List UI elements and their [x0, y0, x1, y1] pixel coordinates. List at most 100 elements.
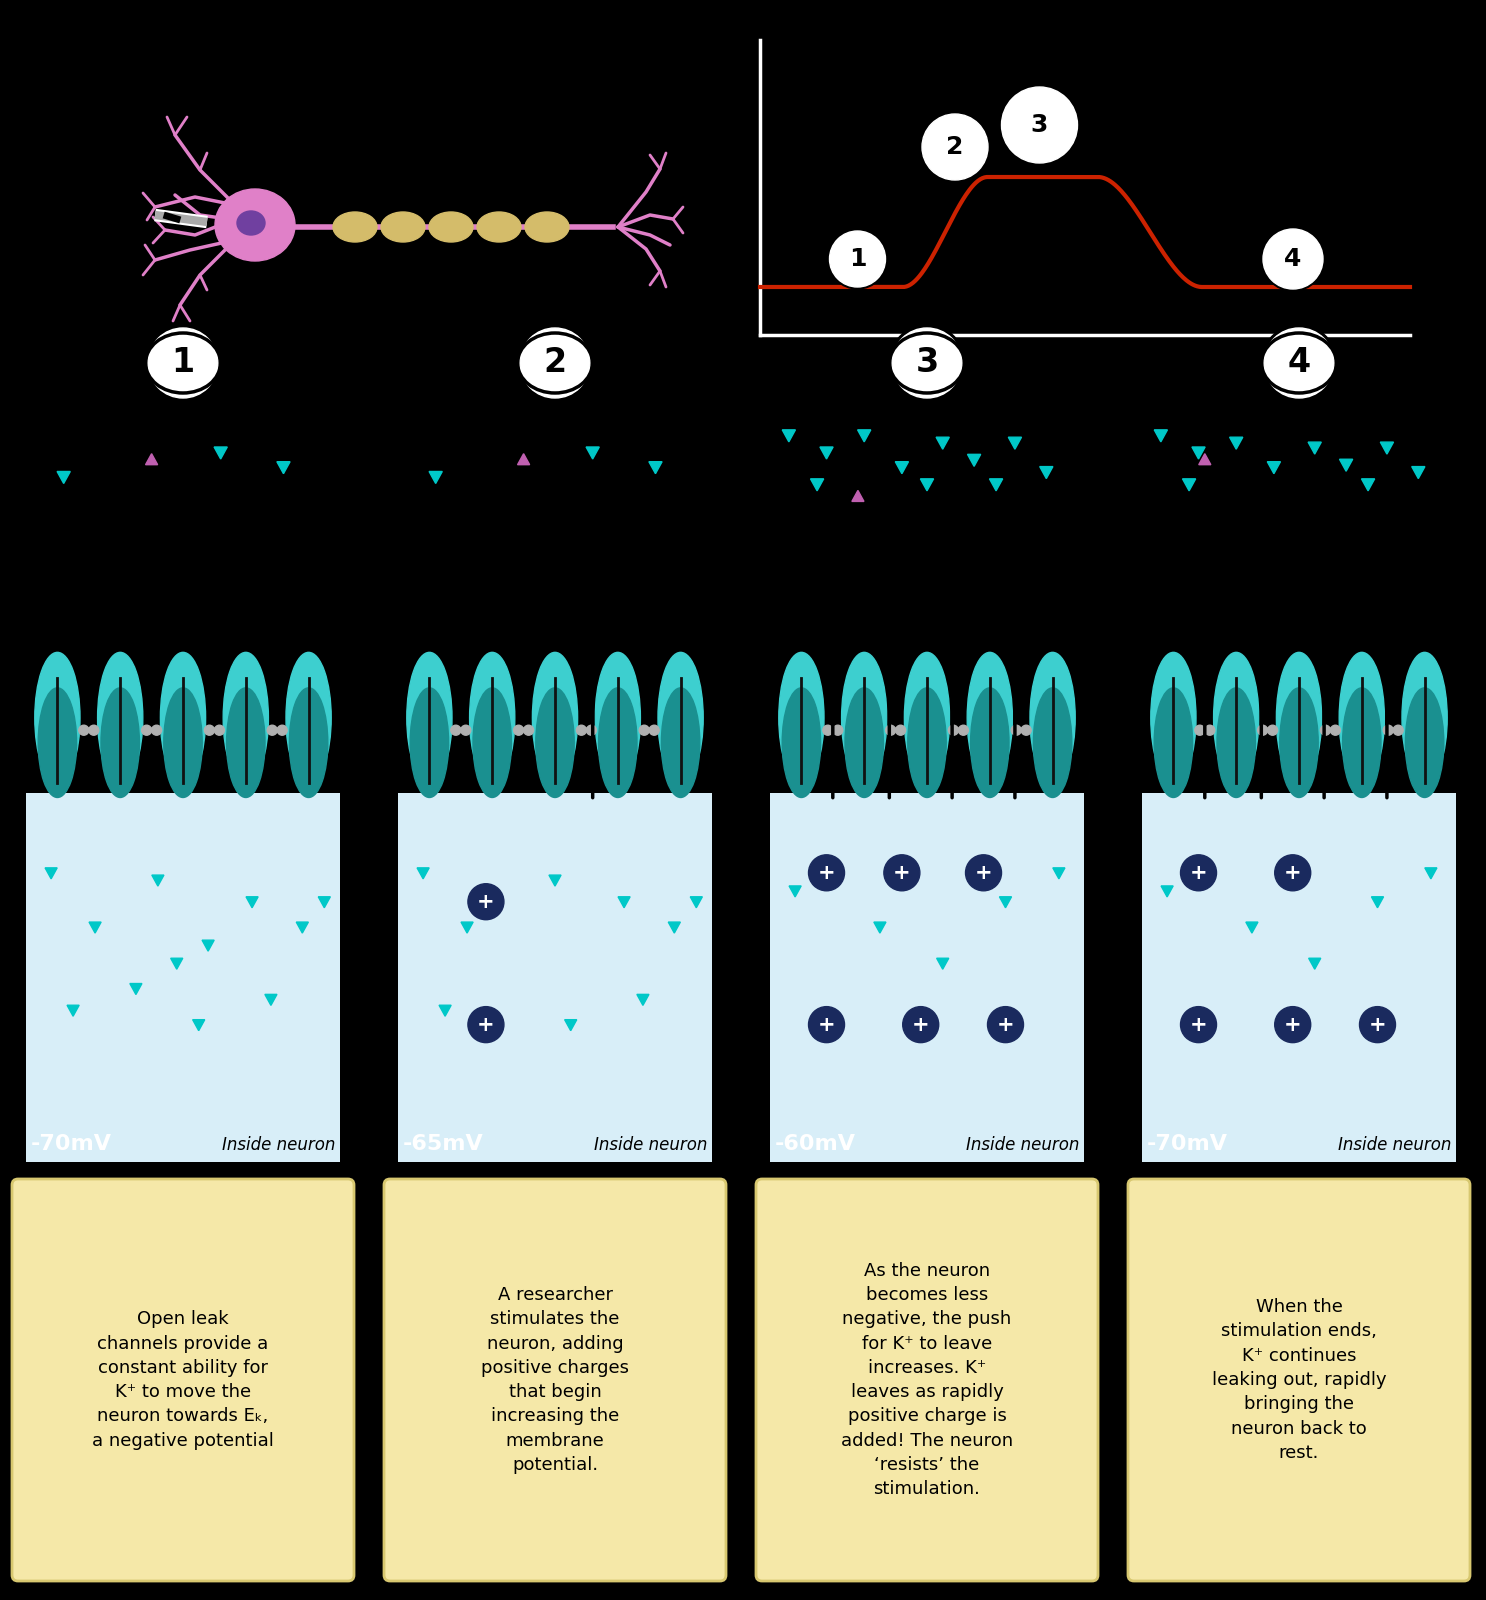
Circle shape [577, 725, 587, 736]
Circle shape [1180, 1006, 1217, 1043]
Ellipse shape [380, 211, 425, 242]
Polygon shape [857, 430, 871, 442]
Circle shape [1330, 725, 1340, 736]
Polygon shape [1000, 896, 1012, 907]
Ellipse shape [1217, 688, 1256, 797]
Ellipse shape [101, 688, 140, 797]
Circle shape [141, 725, 152, 736]
Circle shape [639, 725, 649, 736]
Text: +: + [1369, 1014, 1386, 1035]
Text: +: + [997, 1014, 1015, 1035]
Polygon shape [1199, 454, 1211, 464]
Ellipse shape [470, 653, 514, 782]
Circle shape [1021, 725, 1031, 736]
Circle shape [649, 725, 660, 736]
Ellipse shape [599, 688, 637, 797]
FancyBboxPatch shape [1128, 1179, 1470, 1581]
Text: Inside neuron: Inside neuron [966, 1136, 1079, 1154]
Ellipse shape [905, 653, 950, 782]
Polygon shape [247, 896, 259, 907]
Circle shape [920, 112, 990, 182]
Polygon shape [649, 462, 663, 474]
Polygon shape [171, 958, 183, 970]
Circle shape [79, 725, 89, 736]
Circle shape [520, 328, 590, 398]
Polygon shape [1308, 442, 1321, 454]
Ellipse shape [285, 653, 331, 782]
Polygon shape [820, 446, 834, 459]
Polygon shape [1161, 886, 1172, 898]
Circle shape [1275, 1006, 1311, 1043]
Polygon shape [1309, 958, 1321, 970]
Ellipse shape [779, 653, 825, 782]
Ellipse shape [98, 653, 143, 782]
FancyBboxPatch shape [383, 1179, 727, 1581]
Ellipse shape [782, 688, 820, 797]
Circle shape [517, 325, 593, 402]
FancyBboxPatch shape [382, 406, 728, 1178]
Circle shape [808, 1006, 844, 1043]
Circle shape [1205, 725, 1214, 736]
Polygon shape [429, 472, 443, 483]
Polygon shape [1155, 430, 1168, 442]
FancyBboxPatch shape [10, 406, 357, 1178]
Text: +: + [1284, 862, 1302, 883]
Circle shape [808, 854, 844, 891]
Circle shape [205, 725, 214, 736]
Circle shape [832, 725, 843, 736]
Circle shape [829, 230, 886, 286]
Polygon shape [1229, 437, 1242, 450]
Polygon shape [1372, 896, 1383, 907]
Polygon shape [782, 430, 795, 442]
Text: +: + [817, 1014, 835, 1035]
Polygon shape [936, 958, 948, 970]
Ellipse shape [473, 688, 511, 797]
Polygon shape [318, 896, 330, 907]
Polygon shape [1361, 478, 1375, 491]
Circle shape [1002, 86, 1077, 163]
Circle shape [921, 114, 988, 179]
Ellipse shape [532, 653, 578, 782]
Circle shape [958, 725, 969, 736]
Text: 3: 3 [1031, 114, 1048, 138]
Text: +: + [912, 1014, 930, 1035]
Text: +: + [1284, 1014, 1302, 1035]
Polygon shape [45, 867, 56, 878]
Text: +: + [1190, 862, 1207, 883]
Polygon shape [461, 922, 473, 933]
Polygon shape [214, 446, 227, 459]
Polygon shape [789, 886, 801, 898]
Polygon shape [990, 478, 1003, 491]
Text: As the neuron
becomes less
negative, the push
for K⁺ to leave
increases. K⁺
leav: As the neuron becomes less negative, the… [841, 1262, 1013, 1498]
Bar [398, 792, 712, 1162]
Polygon shape [418, 867, 429, 878]
Ellipse shape [967, 653, 1012, 782]
Polygon shape [296, 922, 309, 933]
Text: 2: 2 [947, 134, 964, 158]
Circle shape [89, 725, 98, 736]
Text: +: + [477, 891, 495, 912]
Text: -70mV: -70mV [31, 1134, 111, 1154]
Text: 2: 2 [544, 347, 566, 379]
Ellipse shape [407, 653, 452, 782]
Ellipse shape [160, 653, 205, 782]
Polygon shape [1183, 478, 1196, 491]
Polygon shape [129, 984, 143, 995]
Circle shape [896, 725, 905, 736]
Circle shape [1265, 328, 1334, 398]
Polygon shape [810, 478, 823, 491]
Circle shape [1360, 1006, 1395, 1043]
Ellipse shape [223, 653, 269, 782]
Ellipse shape [908, 688, 947, 797]
Ellipse shape [1339, 653, 1385, 782]
Ellipse shape [1406, 688, 1444, 797]
Circle shape [149, 328, 218, 398]
Polygon shape [276, 462, 290, 474]
Polygon shape [265, 994, 276, 1005]
Text: 1: 1 [171, 347, 195, 379]
Text: Open leak
channels provide a
constant ability for
K⁺ to move the
neuron towards : Open leak channels provide a constant ab… [92, 1310, 273, 1450]
Polygon shape [920, 478, 933, 491]
Circle shape [1195, 725, 1205, 736]
Text: +: + [975, 862, 993, 883]
Circle shape [828, 229, 887, 290]
